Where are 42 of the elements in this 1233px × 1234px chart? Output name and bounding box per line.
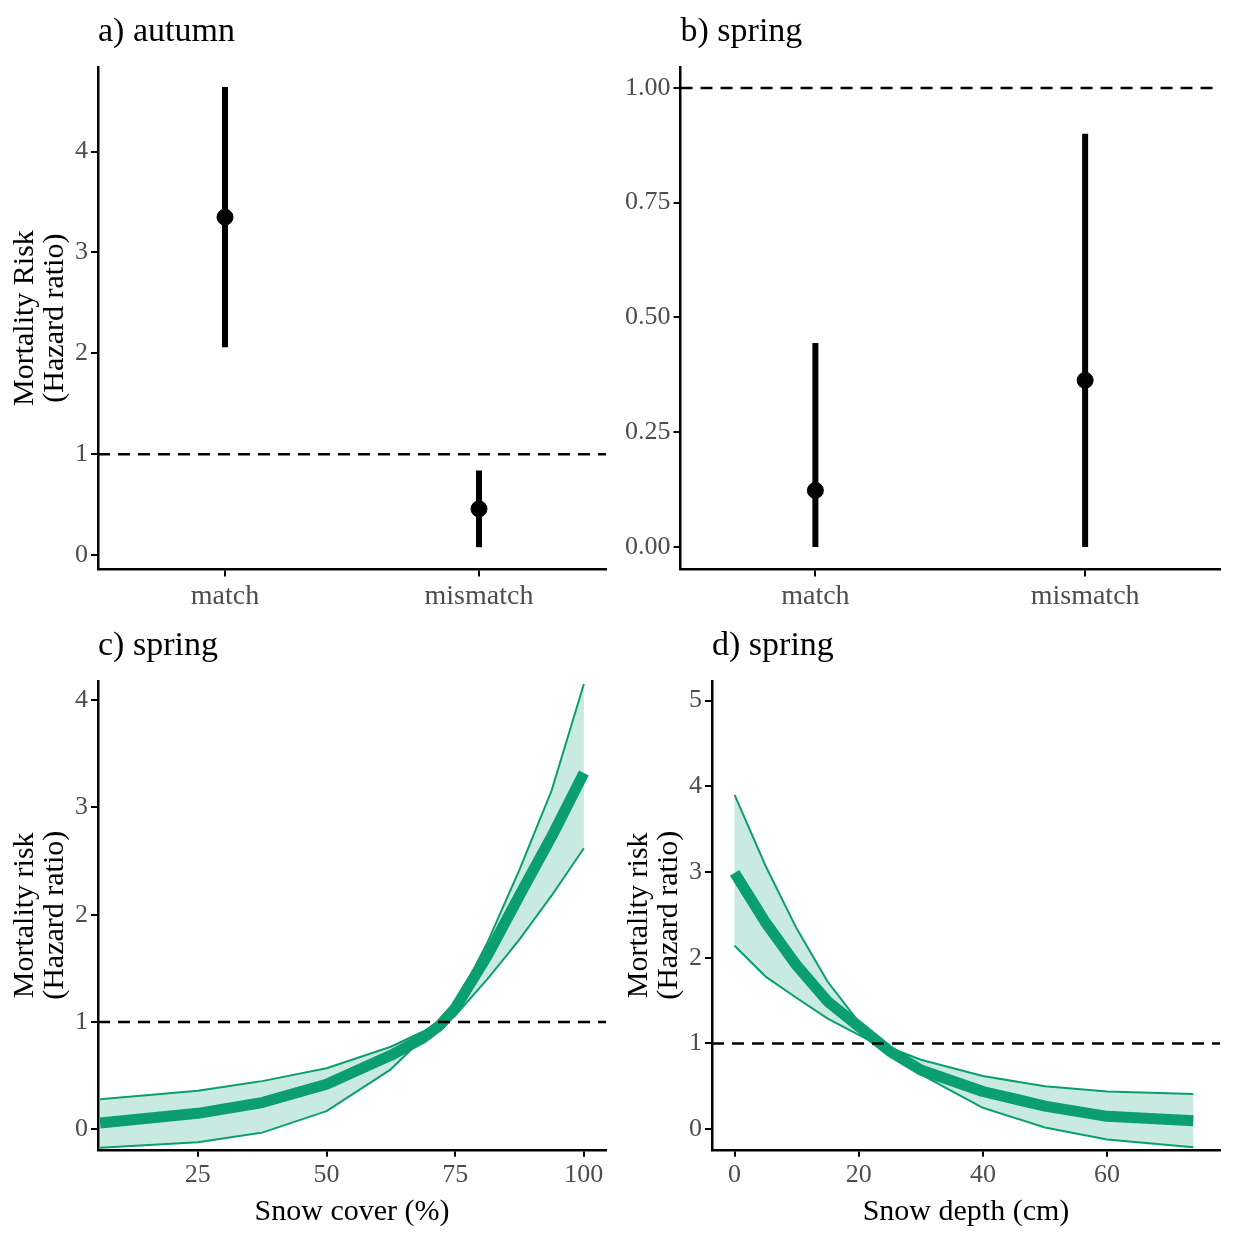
x-tick-label: 20 — [845, 1159, 872, 1189]
y-tick-label: 1.00 — [625, 71, 671, 101]
x-tick-label: 25 — [184, 1159, 211, 1189]
x-tick-label: mismatch — [424, 578, 534, 610]
x-axis-title: Snow depth (cm) — [862, 1192, 1070, 1227]
y-axis-title: Mortality risk (Hazard ratio) — [5, 830, 70, 1000]
y-tick-label: 2 — [689, 941, 702, 971]
x-tick-label: 75 — [442, 1159, 469, 1189]
x-tick-label: 40 — [969, 1159, 996, 1189]
y-tick-label: 0 — [75, 1113, 88, 1143]
x-tick-label: 50 — [313, 1159, 340, 1189]
y-tick-label: 0.75 — [625, 186, 671, 216]
y-tick-label: 0.50 — [625, 301, 671, 331]
y-tick-label: 3 — [75, 236, 88, 266]
chart-title: a) autumn — [98, 11, 235, 50]
y-tick-label: 4 — [75, 683, 88, 713]
y-tick-label: 0 — [75, 539, 88, 569]
y-tick-label: 0.00 — [625, 530, 671, 560]
chart-title: b) spring — [680, 11, 803, 50]
y-tick-label: 1 — [689, 1027, 702, 1057]
chart-title: c) spring — [98, 625, 218, 664]
x-tick-label: 60 — [1094, 1159, 1121, 1189]
y-tick-label: 0.25 — [625, 415, 671, 445]
y-tick-label: 5 — [689, 684, 702, 714]
y-tick-label: 1 — [75, 1005, 88, 1035]
y-tick-label: 3 — [75, 791, 88, 821]
y-axis-title: Mortality Risk (Hazard ratio) — [5, 230, 70, 407]
x-tick-label: 0 — [728, 1159, 742, 1189]
chart-title: d) spring — [712, 625, 834, 664]
x-tick-label: match — [781, 578, 850, 610]
y-tick-label: 1 — [75, 438, 88, 468]
y-tick-label: 4 — [75, 135, 88, 165]
x-tick-label: mismatch — [1030, 578, 1140, 610]
y-tick-label: 2 — [75, 898, 88, 928]
x-axis-title: Snow cover (%) — [254, 1192, 450, 1227]
y-tick-label: 2 — [75, 337, 88, 367]
x-tick-label: 100 — [564, 1159, 604, 1189]
y-tick-label: 3 — [689, 855, 702, 885]
x-tick-label: match — [190, 578, 260, 610]
y-tick-label: 0 — [689, 1113, 702, 1143]
y-axis-title: Mortality risk (Hazard ratio) — [619, 830, 684, 1000]
y-tick-label: 4 — [689, 770, 702, 800]
